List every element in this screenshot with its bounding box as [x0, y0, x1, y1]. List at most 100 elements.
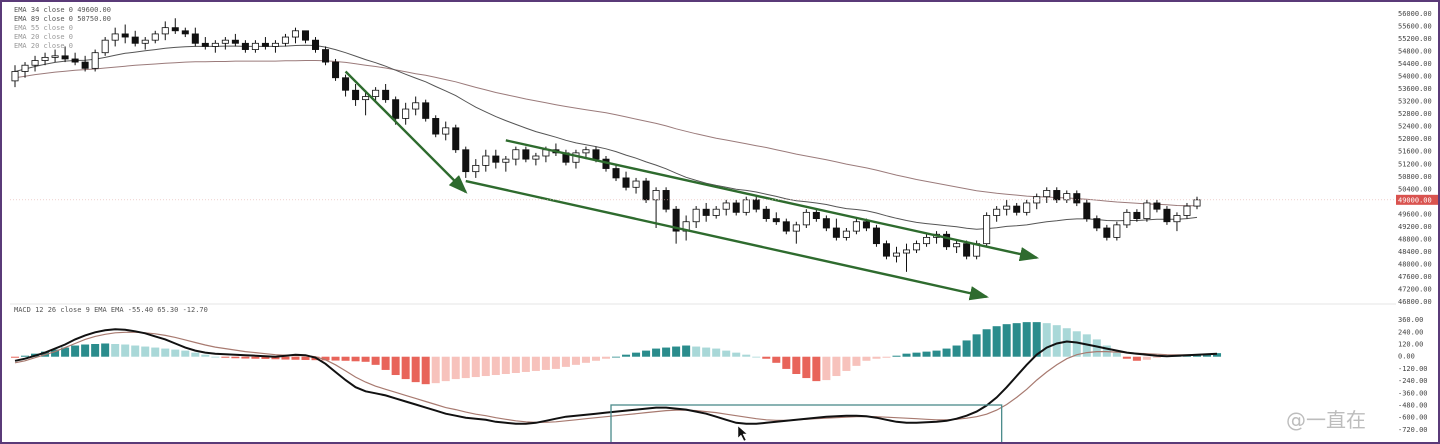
candle-up — [31, 55, 39, 72]
histogram-bar — [672, 346, 681, 357]
candle-body — [902, 249, 911, 254]
candle-body — [392, 99, 400, 119]
candle-body — [31, 60, 39, 66]
candle-up — [362, 90, 370, 116]
candle-body — [522, 149, 530, 160]
candle-down — [943, 231, 951, 250]
candle-body — [41, 56, 49, 61]
candle-up — [51, 49, 59, 63]
watermark: @一直在 — [1286, 408, 1366, 432]
candle-body — [993, 208, 1001, 216]
candle-body — [862, 221, 870, 229]
histogram-bar — [281, 356, 290, 360]
candle-body — [702, 208, 710, 216]
histogram-bar — [471, 356, 480, 378]
histogram-bar — [501, 356, 510, 374]
histogram-bar — [161, 348, 170, 357]
candle-body — [1063, 193, 1071, 201]
histogram-bar — [601, 356, 611, 359]
candle-body — [322, 49, 330, 63]
candle-down — [642, 177, 650, 203]
candle-up — [1123, 209, 1131, 228]
candle-body — [201, 42, 209, 47]
macd-line — [14, 328, 1218, 425]
candle-up — [161, 21, 169, 41]
candle-body — [732, 202, 740, 213]
price-tick-label: 49200.00 — [1398, 223, 1432, 231]
candle-body — [432, 118, 440, 135]
candle-down — [332, 58, 340, 81]
histogram-bar — [842, 356, 851, 371]
candle-body — [422, 102, 430, 119]
candle-body — [211, 42, 219, 47]
candle-body — [472, 164, 480, 173]
macd-tick-label: -480.00 — [1398, 402, 1428, 410]
candle-body — [261, 42, 269, 47]
histogram-bar — [411, 356, 420, 383]
candle-body — [842, 230, 850, 238]
histogram-bar — [1022, 322, 1031, 357]
candle-down — [872, 224, 880, 247]
current-price-tag — [1396, 194, 1438, 205]
price-tick-label: 48800.00 — [1398, 235, 1432, 243]
candle-body — [963, 243, 971, 257]
histogram-bar — [1052, 325, 1061, 357]
candle-up — [923, 234, 931, 247]
candle-body — [692, 208, 700, 223]
ema-34-line — [14, 44, 1198, 230]
histogram-bar — [451, 356, 460, 380]
histogram-bar — [1112, 352, 1121, 357]
histogram-bar — [141, 346, 150, 357]
histogram-bar — [511, 356, 520, 373]
candle-down — [772, 212, 780, 225]
histogram-bar — [622, 354, 631, 357]
histogram-bar — [521, 356, 530, 372]
candle-down — [762, 206, 770, 222]
histogram-bar — [762, 356, 771, 359]
candle-body — [1023, 202, 1031, 213]
candle-body — [61, 55, 69, 60]
histogram-bar — [772, 356, 781, 363]
candle-down — [1073, 190, 1081, 207]
histogram-bar — [712, 348, 721, 357]
price-tick-label: 52000.00 — [1398, 135, 1432, 143]
macd-axis: 360.00 240.00 120.00 0.00 -120.00 -240.00 -360… — [1398, 316, 1428, 434]
candle-body — [1123, 211, 1131, 226]
candle-down — [522, 146, 530, 163]
candle-body — [91, 52, 99, 69]
histogram-bar — [632, 352, 641, 357]
candle-up — [281, 33, 289, 47]
candle-down — [231, 33, 239, 47]
signal-line — [14, 331, 1218, 423]
candle-body — [943, 233, 951, 248]
candle-body — [1083, 202, 1091, 220]
candle-up — [1183, 202, 1191, 219]
candle-down — [382, 84, 390, 103]
histogram-bar — [571, 356, 580, 365]
histogram-bar — [612, 356, 621, 358]
price-tick-label: 55600.00 — [1398, 23, 1432, 31]
histogram-bar — [201, 354, 210, 357]
histogram-bar — [431, 356, 440, 384]
histogram-bar — [732, 352, 741, 357]
candle-body — [231, 39, 239, 44]
legend-line-ema20b: EMA 20 close 0 — [14, 42, 74, 50]
price-tick-label: 47600.00 — [1398, 273, 1432, 281]
histogram-bar — [652, 348, 661, 357]
legend-line-ema20a: EMA 20 close 0 — [14, 33, 74, 41]
price-tick-label: 48000.00 — [1398, 260, 1432, 268]
legend-line-ema34: EMA 34 close 0 49600.00 — [14, 6, 111, 14]
candle-down — [732, 199, 740, 216]
histogram-bar — [261, 356, 270, 359]
candle-body — [772, 218, 780, 223]
candle-down — [1053, 187, 1061, 203]
price-tick-label: 54800.00 — [1398, 48, 1432, 56]
candle-down — [121, 24, 129, 44]
candle-up — [412, 96, 420, 116]
candle-down — [492, 149, 500, 169]
histogram-bar — [531, 356, 540, 371]
candle-body — [642, 180, 650, 201]
candle-up — [1193, 196, 1201, 210]
price-tick-label: 46800.00 — [1398, 298, 1432, 306]
candle-down — [662, 187, 670, 213]
